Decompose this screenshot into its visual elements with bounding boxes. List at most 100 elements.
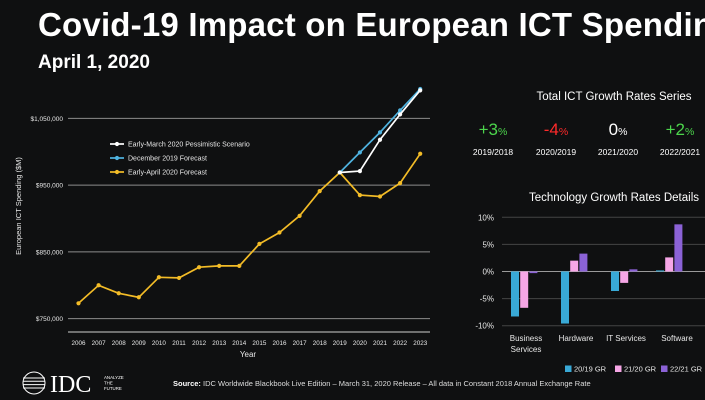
logo-tagline-2: THE	[104, 381, 113, 386]
legend-marker	[114, 169, 120, 175]
kpi-value: +3%	[479, 120, 508, 139]
data-point	[116, 291, 121, 296]
legend-label: Early-March 2020 Pessimistic Scenario	[128, 142, 250, 149]
logo-tagline-3: FUTURE	[104, 386, 122, 391]
data-point	[398, 112, 403, 117]
legend-marker	[114, 141, 120, 147]
x-tick-label: 2012	[192, 340, 207, 347]
x-tick-label: 2023	[413, 340, 428, 347]
data-point	[96, 283, 101, 288]
bar-legend-swatch	[565, 365, 572, 372]
bar-chart: 10% 5% 0% -5% -10% Business Services Hardware I…	[475, 213, 705, 374]
data-point	[418, 151, 423, 156]
data-point	[377, 194, 383, 199]
summary-title: Total ICT Growth Rates Series	[536, 91, 691, 103]
bar-legend-label: 22/21 GR	[670, 365, 703, 374]
bar-legend: 20/19 GR 21/20 GR 22/21 GR	[565, 365, 703, 374]
x-tick-label: 2021	[373, 340, 388, 347]
bar	[629, 269, 638, 272]
data-point	[217, 263, 222, 269]
y-tick-label: $750,000	[36, 316, 63, 323]
y-tick-label: $1,050,000	[30, 116, 63, 123]
x-tick-label: 2008	[112, 340, 127, 347]
x-tick-label: 2015	[252, 340, 267, 347]
x-tick-label: 2009	[132, 340, 147, 347]
x-axis-title: Year	[240, 350, 257, 359]
data-point	[357, 150, 362, 155]
kpi-value: +2%	[666, 120, 695, 139]
bar-category-label: Services	[511, 345, 542, 354]
bar-category-label: Hardware	[559, 334, 594, 343]
bar-y-tick-label: 0%	[482, 268, 494, 277]
x-tick-label: 2007	[92, 340, 107, 347]
data-point	[377, 130, 383, 135]
data-point	[257, 241, 262, 246]
data-point	[398, 108, 403, 113]
data-point	[156, 275, 161, 280]
y-tick-label: $850,000	[36, 249, 63, 256]
data-point	[136, 295, 141, 300]
data-point	[76, 301, 81, 306]
kpi-value: -4%	[544, 120, 568, 139]
legend-label: December 2019 Forecast	[128, 156, 207, 163]
bar	[511, 271, 519, 317]
data-point	[297, 213, 302, 218]
data-point	[398, 181, 403, 186]
bar-y-tick-label: -10%	[475, 322, 494, 331]
data-point	[237, 263, 242, 269]
data-point	[418, 88, 423, 93]
kpi-period: 2019/2018	[473, 147, 513, 157]
x-tick-label: 2013	[212, 340, 227, 347]
kpi-period: 2022/2021	[660, 147, 700, 157]
globe-icon: IDC ANALYZE THE FUTURE	[22, 371, 124, 396]
data-point	[357, 193, 362, 198]
bar-category-label: Business	[510, 334, 542, 343]
data-point	[197, 265, 202, 270]
line-legend: Early-March 2020 Pessimistic Scenario Dec…	[110, 142, 250, 177]
bar	[620, 271, 629, 283]
kpi-period: 2021/2020	[598, 147, 638, 157]
data-point	[357, 169, 362, 174]
bar	[674, 224, 683, 272]
logo-tagline-1: ANALYZE	[104, 375, 124, 380]
idc-logo: IDC ANALYZE THE FUTURE	[22, 370, 148, 396]
data-point	[377, 137, 383, 142]
bar	[665, 257, 674, 272]
bar-chart-title: Technology Growth Rates Details	[529, 192, 699, 204]
kpi-row: +3% 2019/2018 -4% 2020/2019 0% 2021/2020 +2% 20…	[473, 120, 700, 157]
bar	[611, 271, 619, 292]
bar-category-label: IT Services	[606, 334, 646, 343]
bar	[656, 270, 664, 272]
x-tick-label: 2014	[232, 340, 247, 347]
source-note: Source: IDC Worldwide Blackbook Live Edi…	[173, 379, 591, 388]
logo-wordmark: IDC	[50, 372, 91, 396]
line-chart: $750,000 $850,000 $950,000 $1,050,000 2006 2…	[14, 86, 430, 359]
x-tick-label: 2017	[293, 340, 308, 347]
bar-legend-swatch	[615, 365, 622, 372]
legend-marker	[114, 155, 120, 161]
source-label: Source:	[173, 379, 201, 388]
y-axis-title: European ICT Spending ($M)	[14, 157, 23, 255]
x-tick-label: 2018	[313, 340, 328, 347]
bar-legend-swatch	[661, 365, 668, 372]
series-line	[77, 153, 421, 304]
data-point	[337, 170, 342, 175]
x-tick-label: 2006	[71, 340, 86, 347]
bar	[579, 253, 588, 272]
bar-legend-label: 20/19 GR	[574, 365, 607, 374]
x-tick-label: 2019	[333, 340, 348, 347]
bar	[520, 271, 529, 308]
page-subtitle: April 1, 2020	[38, 52, 150, 73]
bar	[570, 260, 579, 272]
bar-y-tick-label: -5%	[480, 295, 494, 304]
data-point	[317, 189, 322, 194]
bar	[529, 271, 538, 274]
x-tick-label: 2022	[393, 340, 408, 347]
bar-legend-label: 21/20 GR	[624, 365, 657, 374]
bar-y-tick-label: 10%	[478, 213, 494, 222]
data-point	[277, 230, 282, 235]
x-tick-label: 2016	[272, 340, 287, 347]
page-title: Covid-19 Impact on European ICT Spending	[38, 6, 705, 43]
bar-y-tick-label: 5%	[482, 240, 494, 249]
